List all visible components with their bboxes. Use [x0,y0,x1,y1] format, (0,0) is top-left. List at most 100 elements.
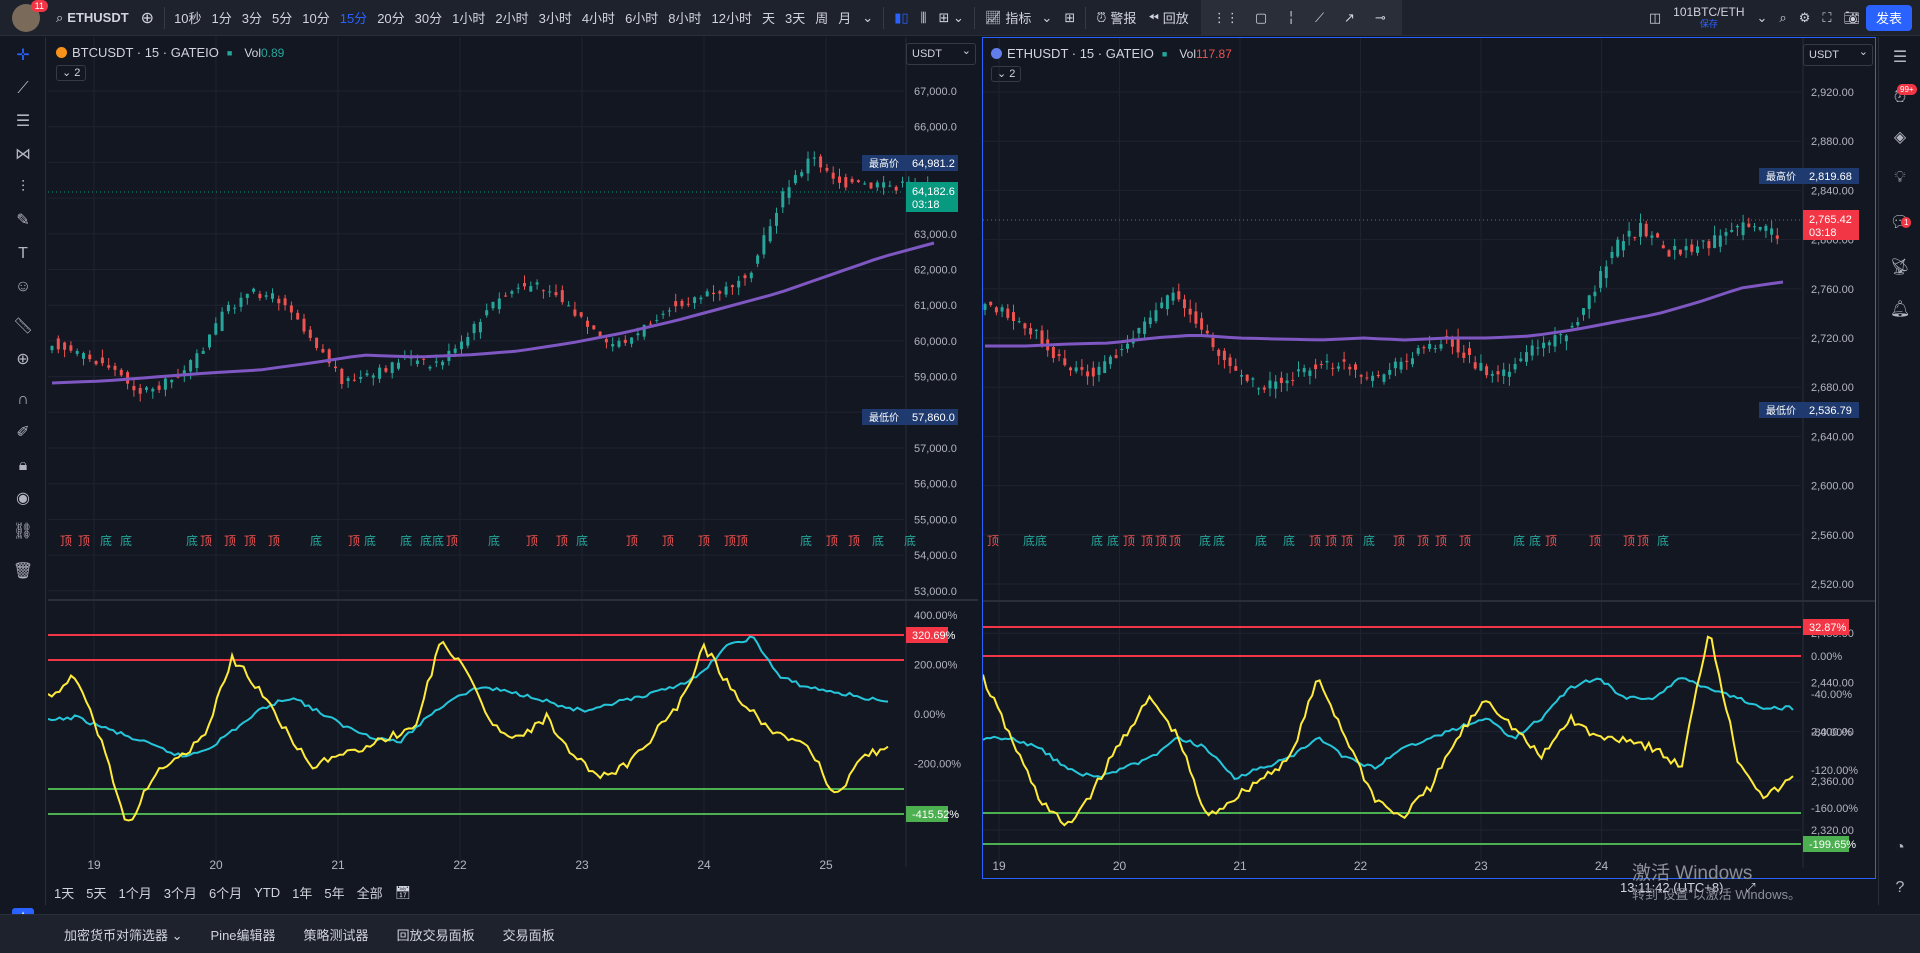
currency-select[interactable]: USDT [906,41,976,65]
interval-12[interactable]: 6小时 [625,11,659,26]
candle-body [1177,291,1181,300]
layers-icon[interactable]: ◈ [1893,129,1907,146]
settings-button[interactable]: ⚙︎ [1793,0,1817,35]
broadcast-icon[interactable]: 📡︎ [1889,259,1911,276]
horizontal-ray-tool-icon[interactable]: ⊸ [1374,9,1386,25]
brush-icon[interactable]: ✎ [16,212,30,229]
chart-pane-btcusdt[interactable]: 67,000.066,000.065,000.064,000.063,000.0… [48,37,978,879]
drag-handle-icon[interactable]: ⋮⋮ [1212,9,1239,25]
emoji-icon[interactable]: ☺ [14,278,32,295]
pattern-icon[interactable]: ⋈ [15,146,31,163]
vertical-line-tool-icon[interactable]: ╎ [1287,9,1295,25]
publish-button[interactable]: 发表 [1865,4,1912,31]
interval-1[interactable]: 1分 [211,11,232,26]
trash-icon[interactable]: 🗑︎ [12,563,34,580]
symbol-title[interactable]: BTCUSDT · 15 · GATEIO [72,45,219,60]
legend-collapse-button[interactable]: ⌄ 2 [991,66,1022,82]
candle-body [239,297,243,307]
range-3[interactable]: 3个月 [163,886,197,901]
lock-icon[interactable]: 🔒︎ [18,457,28,474]
ideas-icon[interactable]: 💡︎ [1894,169,1906,186]
bottom-tab-0[interactable]: 加密货币对筛选器 ⌄ [64,927,183,943]
interval-13[interactable]: 8小时 [668,11,702,26]
interval-16[interactable]: 3天 [785,11,806,26]
bottom-tab-1[interactable]: Pine编辑器 [210,927,276,943]
interval-3[interactable]: 5分 [272,11,293,26]
interval-11[interactable]: 4小时 [581,11,616,26]
symbol-title[interactable]: ETHUSDT · 15 · GATEIO [1007,46,1154,61]
help-icon[interactable]: ? [1895,879,1905,896]
layout-panel-icon[interactable]: ◫ [1643,0,1667,35]
eye-icon[interactable]: ◉ [16,490,30,507]
interval-7[interactable]: 30分 [414,11,443,26]
prediction-icon[interactable]: ⫶ [20,179,25,196]
currency-select[interactable]: USDT [1803,42,1873,66]
zoom-icon[interactable]: ⊕ [16,351,30,368]
link-icon[interactable]: ⛓ [12,523,34,540]
range-5[interactable]: YTD [254,885,281,900]
bell-icon[interactable]: 🔔︎ [1889,301,1911,318]
osc-cyan-line [983,677,1794,780]
stay-drawing-icon[interactable]: ✐ [16,424,30,441]
clock-display[interactable]: 13:11:42 (UTC+8) ⤢ [1620,880,1755,896]
watchlist-icon[interactable]: ☰ [1892,49,1908,66]
magnet-icon[interactable]: ∩ [17,391,29,408]
interval-14[interactable]: 12小时 [711,11,752,26]
signal-label: 底 [1657,533,1669,548]
templates-button[interactable]: ⊞ [1058,0,1081,35]
candle-body [1536,347,1540,349]
range-0[interactable]: 1天 [54,886,75,901]
interval-6[interactable]: 20分 [377,11,405,26]
replay-button[interactable]: ⏪︎ 回放 [1142,0,1194,35]
layout-name-button[interactable]: 101BTC/ETH 保存 [1667,0,1750,35]
quick-search-button[interactable]: ⌕ [1773,0,1792,35]
interval-9[interactable]: 2小时 [495,11,529,26]
interval-18[interactable]: 月 [838,11,852,26]
interval-0[interactable]: 10秒 [174,11,202,26]
range-1[interactable]: 5天 [86,886,107,901]
ruler-icon[interactable]: 📏︎ [12,318,34,335]
avatar[interactable]: 11 [12,0,48,32]
interval-5[interactable]: 15分 [339,11,368,26]
chart-type-button[interactable]: ▮▯ [888,0,914,35]
snapshot-button[interactable]: 📷︎ [1837,0,1866,35]
bottom-tab-2[interactable]: 策略测试器 [303,927,369,943]
interval-4[interactable]: 10分 [302,11,330,26]
symbol-search-button[interactable]: ⌕ ETHUSDT [50,0,135,35]
chart-pane-ethusdt[interactable]: 2,920.00 2,880.00 2,840.00 2,800.00 2,760.00… [982,37,1876,879]
interval-8[interactable]: 1小时 [452,11,486,26]
goto-date-icon[interactable]: 📅︎ [394,884,412,900]
interval-15[interactable]: 天 [762,11,776,26]
signal-label: 底 [488,533,500,548]
compare-add-button[interactable]: ⊕ [135,0,160,35]
gauge-icon[interactable]: ◔ [1895,839,1905,856]
range-7[interactable]: 5年 [324,886,345,901]
text-icon[interactable]: T [18,245,28,262]
bottom-tab-4[interactable]: 交易面板 [502,927,555,943]
bar-type-button[interactable]: ⫼ [915,0,933,35]
indicators-button[interactable]: 📈︎ 指标 ⌄ [979,0,1058,35]
chart-canvas[interactable]: 2,920.002,880.002,840.002,800.002,760.00… [983,38,1875,878]
interval-dropdown-button[interactable]: ⌄ [856,0,879,35]
expand-icon[interactable]: ⤢ [1745,880,1756,895]
interval-10[interactable]: 3小时 [538,11,572,26]
trend-line-tool-icon[interactable]: ⟋ [1314,9,1325,25]
range-8[interactable]: 全部 [356,886,383,901]
range-2[interactable]: 1个月 [118,886,152,901]
fib-icon[interactable]: ☰ [15,113,31,130]
interval-17[interactable]: 周 [815,11,829,26]
crosshair-icon[interactable]: ✛ [16,47,30,64]
range-6[interactable]: 1年 [292,886,313,901]
layout-dropdown[interactable]: ⌄ [1751,0,1774,35]
range-4[interactable]: 6个月 [208,886,243,901]
rectangle-tool-icon[interactable]: ▢ [1254,9,1268,25]
chart-canvas[interactable]: 67,000.066,000.065,000.064,000.063,000.0… [48,37,978,879]
alert-button[interactable]: ⏰︎ 警报 [1090,0,1142,35]
interval-2[interactable]: 3分 [241,11,263,26]
chart-style-dropdown[interactable]: ⊞ ⌄ [932,0,969,35]
trend-line-icon[interactable]: ⟋ [17,80,29,97]
legend-collapse-button[interactable]: ⌄ 2 [56,65,87,81]
bottom-tab-3[interactable]: 回放交易面板 [396,927,475,943]
fullscreen-button[interactable]: ⛶ [1816,0,1837,35]
ray-tool-icon[interactable]: ↗ [1344,9,1355,25]
